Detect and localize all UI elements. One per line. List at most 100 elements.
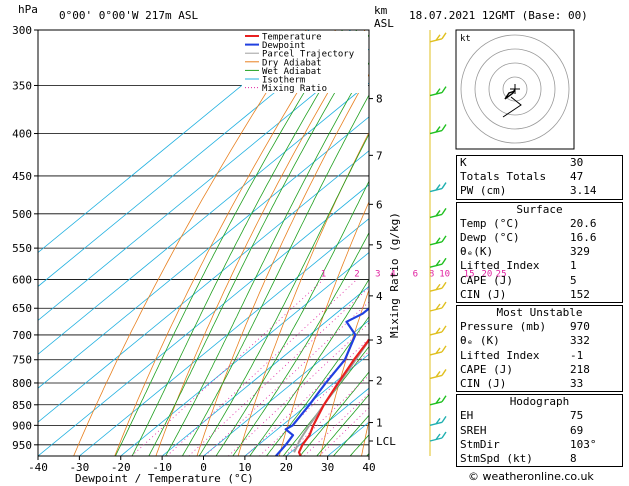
isotherm-line bbox=[38, 30, 352, 287]
surface-label: Dewp (°C) bbox=[460, 231, 520, 245]
mixing-ratio-label: 8 bbox=[429, 269, 434, 279]
datetime-label: 18.07.2021 12GMT (Base: 00) bbox=[409, 9, 588, 22]
km-tick-label: LCL bbox=[376, 435, 396, 448]
wet-adiabat-line bbox=[182, 94, 369, 456]
dry-adiabat-line bbox=[114, 30, 336, 456]
pressure-tick-label: 950 bbox=[12, 439, 32, 452]
mixing-ratio-axis-label: Mixing Ratio (g/kg) bbox=[388, 212, 401, 338]
legend-entry: Temperature bbox=[262, 33, 322, 43]
most-unstable-value: 218 bbox=[570, 362, 590, 376]
hodograph-value: 103° bbox=[570, 437, 597, 451]
wind-barb bbox=[429, 257, 447, 268]
most-unstable-label: Pressure (mb) bbox=[460, 320, 547, 334]
wet-adiabat-line bbox=[232, 231, 369, 456]
wind-barb bbox=[429, 235, 447, 246]
hodograph-row: StmDir 103° bbox=[457, 438, 622, 452]
pressure-tick-label: 350 bbox=[12, 79, 32, 92]
hodograph-value: 69 bbox=[570, 423, 584, 437]
dry-adiabat-line bbox=[320, 288, 369, 456]
surface-value: 329 bbox=[570, 245, 590, 259]
tt-value: 47 bbox=[570, 170, 584, 184]
wet-adiabat-line bbox=[131, 30, 358, 456]
temperature-line bbox=[297, 337, 369, 456]
mixing-ratio-line bbox=[131, 279, 324, 456]
tt-label: Totals Totals bbox=[460, 170, 547, 184]
pressure-tick-label: 500 bbox=[12, 208, 32, 221]
hodograph-label: SREH bbox=[460, 423, 487, 437]
mixing-ratio-label: 25 bbox=[496, 269, 507, 279]
mixing-ratio-label: 10 bbox=[439, 269, 450, 279]
km-label: km bbox=[374, 4, 388, 17]
hodograph-value: 75 bbox=[570, 409, 584, 423]
pressure-tick-label: 800 bbox=[12, 377, 32, 390]
temperature-tick-label: 20 bbox=[280, 461, 293, 474]
most-unstable-value: 970 bbox=[570, 320, 590, 334]
km-tick-label: 8 bbox=[376, 93, 383, 106]
most-unstable-title: Most Unstable bbox=[496, 306, 583, 320]
wind-barb bbox=[429, 415, 447, 427]
mixing-ratio-label: 15 bbox=[464, 269, 475, 279]
km-tick-label: 5 bbox=[376, 239, 383, 252]
location-label: 0°00' 0°00'W 217m ASL bbox=[59, 9, 198, 22]
hodograph-label: StmSpd (kt) bbox=[460, 452, 533, 466]
surface-value: 5 bbox=[570, 273, 577, 287]
mixing-ratio-line bbox=[228, 322, 369, 456]
storm-motion-trace bbox=[502, 96, 522, 118]
surface-label: Lifted Index bbox=[460, 259, 540, 273]
surface-value: 152 bbox=[570, 287, 590, 301]
pressure-tick-label: 550 bbox=[12, 242, 32, 255]
k-index-row: K 30 bbox=[457, 156, 622, 170]
hodograph-unit: kt bbox=[460, 34, 471, 44]
mixing-ratio-line bbox=[245, 338, 369, 456]
km-tick-label: 4 bbox=[376, 290, 383, 303]
legend-box bbox=[242, 31, 368, 93]
hodograph-label: EH bbox=[460, 409, 474, 423]
mixing-ratio-label: 2 bbox=[354, 269, 359, 279]
mixing-ratio-label: 6 bbox=[413, 269, 418, 279]
most-unstable-value: 332 bbox=[570, 334, 590, 348]
wind-barbs bbox=[429, 30, 447, 456]
wind-barb bbox=[429, 395, 447, 406]
dry-adiabat-line bbox=[196, 73, 369, 456]
most-unstable-label: CIN (J) bbox=[460, 377, 507, 391]
wet-adiabat-line bbox=[115, 30, 343, 456]
surface-row: Temp (°C) 20.6 bbox=[457, 217, 622, 231]
temperature-tick-label: 30 bbox=[321, 461, 334, 474]
pressure-tick-label: 650 bbox=[12, 302, 32, 315]
pressure-unit-label: hPa bbox=[18, 3, 38, 16]
hodograph-stats-box: Hodograph EH 75 SREH 69 StmDir 103° StmSpd (kt… bbox=[456, 394, 623, 468]
wind-barb bbox=[429, 345, 447, 356]
totals-row: Totals Totals 47 bbox=[457, 170, 622, 184]
surface-title: Surface bbox=[516, 202, 563, 216]
isotherm-line bbox=[203, 319, 369, 456]
footer-credit[interactable]: © weatheronline.co.uk bbox=[468, 470, 594, 483]
hodograph-row: StmSpd (kt) 8 bbox=[457, 452, 622, 466]
hodograph-row: EH 75 bbox=[457, 409, 622, 423]
k-label: K bbox=[460, 156, 467, 169]
pressure-tick-label: 600 bbox=[12, 273, 32, 286]
most-unstable-label: θₑ (K) bbox=[460, 334, 500, 348]
mixing-ratio-label: 20 bbox=[481, 269, 492, 279]
wind-barb bbox=[429, 86, 447, 97]
asl-label: ASL bbox=[374, 17, 394, 30]
axes: 3003504004505005506006507007508008509009… bbox=[12, 24, 396, 474]
hodograph-value: 8 bbox=[570, 452, 577, 466]
wet-adiabat-line bbox=[165, 61, 369, 456]
surface-value: 1 bbox=[570, 259, 577, 273]
legend-entry: Dry Adiabat bbox=[262, 58, 322, 68]
wet-adiabat-line bbox=[215, 180, 369, 456]
pressure-tick-label: 400 bbox=[12, 128, 32, 141]
wind-barb bbox=[429, 32, 447, 43]
surface-value: 16.6 bbox=[570, 231, 597, 245]
hodograph-ring bbox=[488, 62, 542, 116]
surface-label: CIN (J) bbox=[460, 287, 507, 301]
mixing-ratio-label: 1 bbox=[321, 269, 326, 279]
legend-entry: Parcel Trajectory bbox=[262, 50, 355, 60]
wet-adiabat-line bbox=[198, 133, 369, 456]
hodograph-label: StmDir bbox=[460, 437, 500, 451]
parcel-trajectory-line bbox=[293, 338, 369, 453]
temperature-tick-label: -20 bbox=[111, 461, 131, 474]
pressure-tick-label: 450 bbox=[12, 170, 32, 183]
temperature-tick-label: -40 bbox=[28, 461, 48, 474]
